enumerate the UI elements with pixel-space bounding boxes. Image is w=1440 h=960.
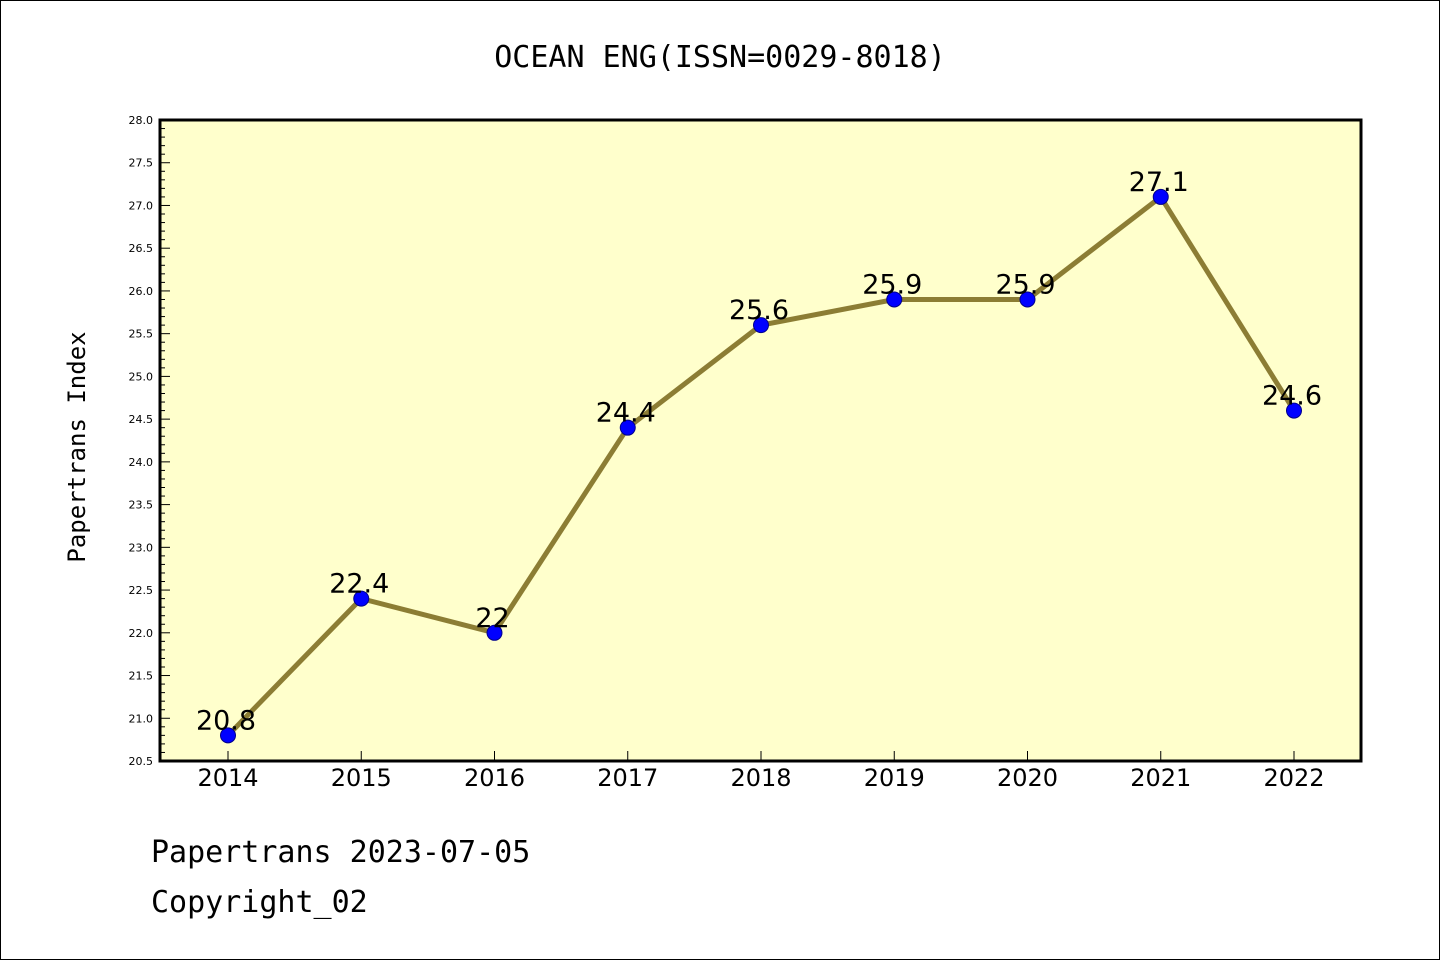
- x-tick-label: 2017: [597, 764, 658, 792]
- x-tick-label: 2014: [197, 764, 258, 792]
- data-point: [220, 727, 236, 744]
- y-axis-label: Papertrans Index: [63, 331, 91, 562]
- y-tick-label: 21.5: [129, 670, 154, 683]
- y-tick-label: 24.0: [129, 456, 154, 469]
- data-point: [1152, 188, 1169, 205]
- y-tick-label: 27.5: [129, 157, 154, 170]
- data-label: 24.4: [596, 398, 656, 429]
- data-series: [220, 188, 1302, 744]
- x-tick-label: 2016: [464, 764, 525, 792]
- data-label: 27.1: [1129, 167, 1189, 198]
- x-tick-label: 2021: [1130, 764, 1191, 792]
- data-label: 22: [475, 603, 509, 634]
- y-tick-label: 27.0: [129, 199, 154, 212]
- y-tick-label: 25.5: [129, 328, 154, 341]
- x-tick-label: 2015: [331, 764, 392, 792]
- data-label: 25.9: [862, 269, 922, 300]
- data-point: [1286, 402, 1302, 419]
- y-tick-label: 20.5: [129, 755, 154, 768]
- x-tick-label: 2018: [730, 764, 791, 792]
- y-axis-ticks: 20.5 21.0 21.5 22.0 22.5 23.0 23.5 24.0 24.5 25.0…: [129, 114, 170, 768]
- y-tick-label: 24.5: [129, 413, 154, 426]
- data-label: 22.4: [329, 569, 389, 600]
- y-tick-label: 23.5: [129, 499, 154, 512]
- y-tick-label: 26.5: [129, 242, 154, 255]
- data-labels: 20.8 22.4 22 24.4 25.6 25.9 25.9 27.1 24.6: [196, 167, 1322, 736]
- chart-title: OCEAN ENG(ISSN=0029-8018): [494, 40, 946, 75]
- y-tick-label: 26.0: [129, 285, 154, 298]
- data-point: [1019, 291, 1036, 308]
- y-tick-label: 22.5: [129, 584, 154, 597]
- data-label: 24.6: [1262, 381, 1322, 412]
- data-label: 20.8: [196, 705, 256, 736]
- data-label: 25.9: [995, 269, 1055, 300]
- footer-date: Papertrans 2023-07-05: [151, 835, 531, 870]
- data-point: [619, 419, 636, 436]
- y-tick-label: 21.0: [129, 712, 154, 725]
- data-point: [886, 291, 903, 308]
- footer-copyright: Copyright_02: [151, 885, 368, 920]
- data-point: [353, 590, 370, 607]
- x-tick-label: 2020: [997, 764, 1058, 792]
- y-tick-label: 23.0: [129, 541, 154, 554]
- x-tick-label: 2022: [1263, 764, 1324, 792]
- plot-area: [158, 118, 1363, 763]
- x-axis-ticks: 2014 2015 2016 2017 2018 2019 2020 2021 2022: [197, 751, 1325, 792]
- x-tick-label: 2019: [864, 764, 925, 792]
- y-tick-label: 28.0: [129, 114, 154, 127]
- y-tick-label: 22.0: [129, 627, 154, 640]
- data-point: [486, 624, 503, 641]
- y-tick-label: 25.0: [129, 370, 154, 383]
- data-label: 25.6: [729, 295, 789, 326]
- data-point: [753, 317, 769, 334]
